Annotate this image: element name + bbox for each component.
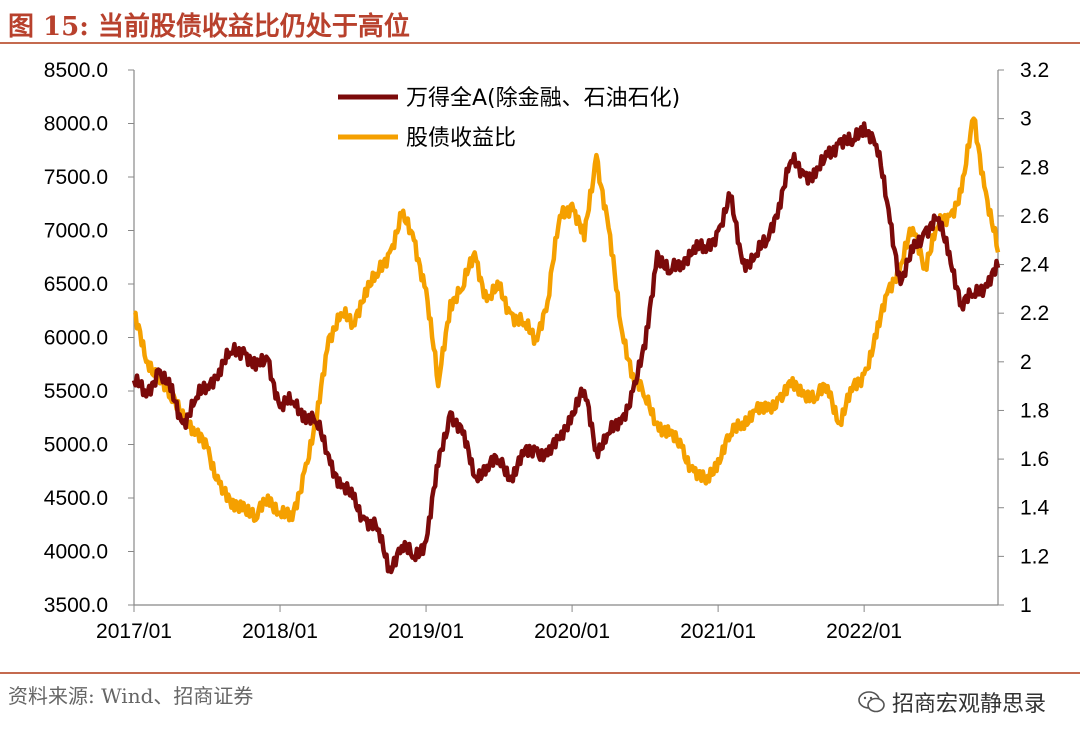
right-tick-label: 1.4 [1020,497,1050,520]
x-tick-label: 2019/01 [388,620,464,643]
legend-label: 股债收益比 [406,126,516,151]
left-tick-label: 3500.0 [44,594,108,617]
x-tick-label: 2018/01 [242,620,318,643]
left-tick-label: 6000.0 [44,327,108,350]
right-tick-label: 2.6 [1020,205,1049,228]
right-tick-label: 2.8 [1020,156,1049,179]
source-note: 资料来源: Wind、招商证券 [8,684,254,708]
legend-label: 万得全A(除金融、石油石化) [406,86,680,111]
watermark-text: 招商宏观静思录 [891,692,1046,717]
chart-axes: 3500.0 4000.0 4500.0 5000.0 5500.0 6000.0 6500… [44,59,1050,643]
top-divider [0,42,1080,44]
left-tick-label: 8500.0 [44,59,108,82]
right-tick-label: 1.2 [1020,545,1049,568]
chart-title: 图 15: 当前股债收益比仍处于高位 [8,12,410,42]
x-tick-label: 2022/01 [826,620,902,643]
x-tick-label: 2021/01 [680,620,756,643]
right-tick-label: 1.6 [1020,448,1049,471]
right-tick-label: 2 [1020,351,1032,374]
stock-bond-ratio-line [133,116,1001,523]
watermark: 招商宏观静思录 [858,686,1046,718]
wind-a-line [131,121,1001,575]
right-tick-label: 1 [1020,594,1032,617]
line-chart: 3500.0 4000.0 4500.0 5000.0 5500.0 6000.0 6500… [44,59,1050,643]
x-tick-label: 2020/01 [534,620,610,643]
series-layer [131,116,1001,575]
right-tick-label: 3 [1020,108,1032,131]
right-tick-label: 2.2 [1020,302,1049,325]
left-tick-label: 5000.0 [44,434,108,457]
right-tick-label: 2.4 [1020,254,1050,277]
wechat-icon [858,691,885,713]
left-tick-label: 4000.0 [44,541,108,564]
right-tick-label: 1.8 [1020,399,1049,422]
right-tick-label: 3.2 [1020,59,1049,82]
bottom-divider [0,672,1080,674]
left-tick-label: 6500.0 [44,273,108,296]
left-tick-label: 8000.0 [44,113,108,136]
left-tick-label: 4500.0 [44,487,108,510]
left-tick-label: 5500.0 [44,380,108,403]
left-tick-label: 7000.0 [44,220,108,243]
chart-legend: 万得全A(除金融、石油石化) 股债收益比 [338,86,680,151]
x-tick-label: 2017/01 [96,620,172,643]
left-tick-label: 7500.0 [44,166,108,189]
